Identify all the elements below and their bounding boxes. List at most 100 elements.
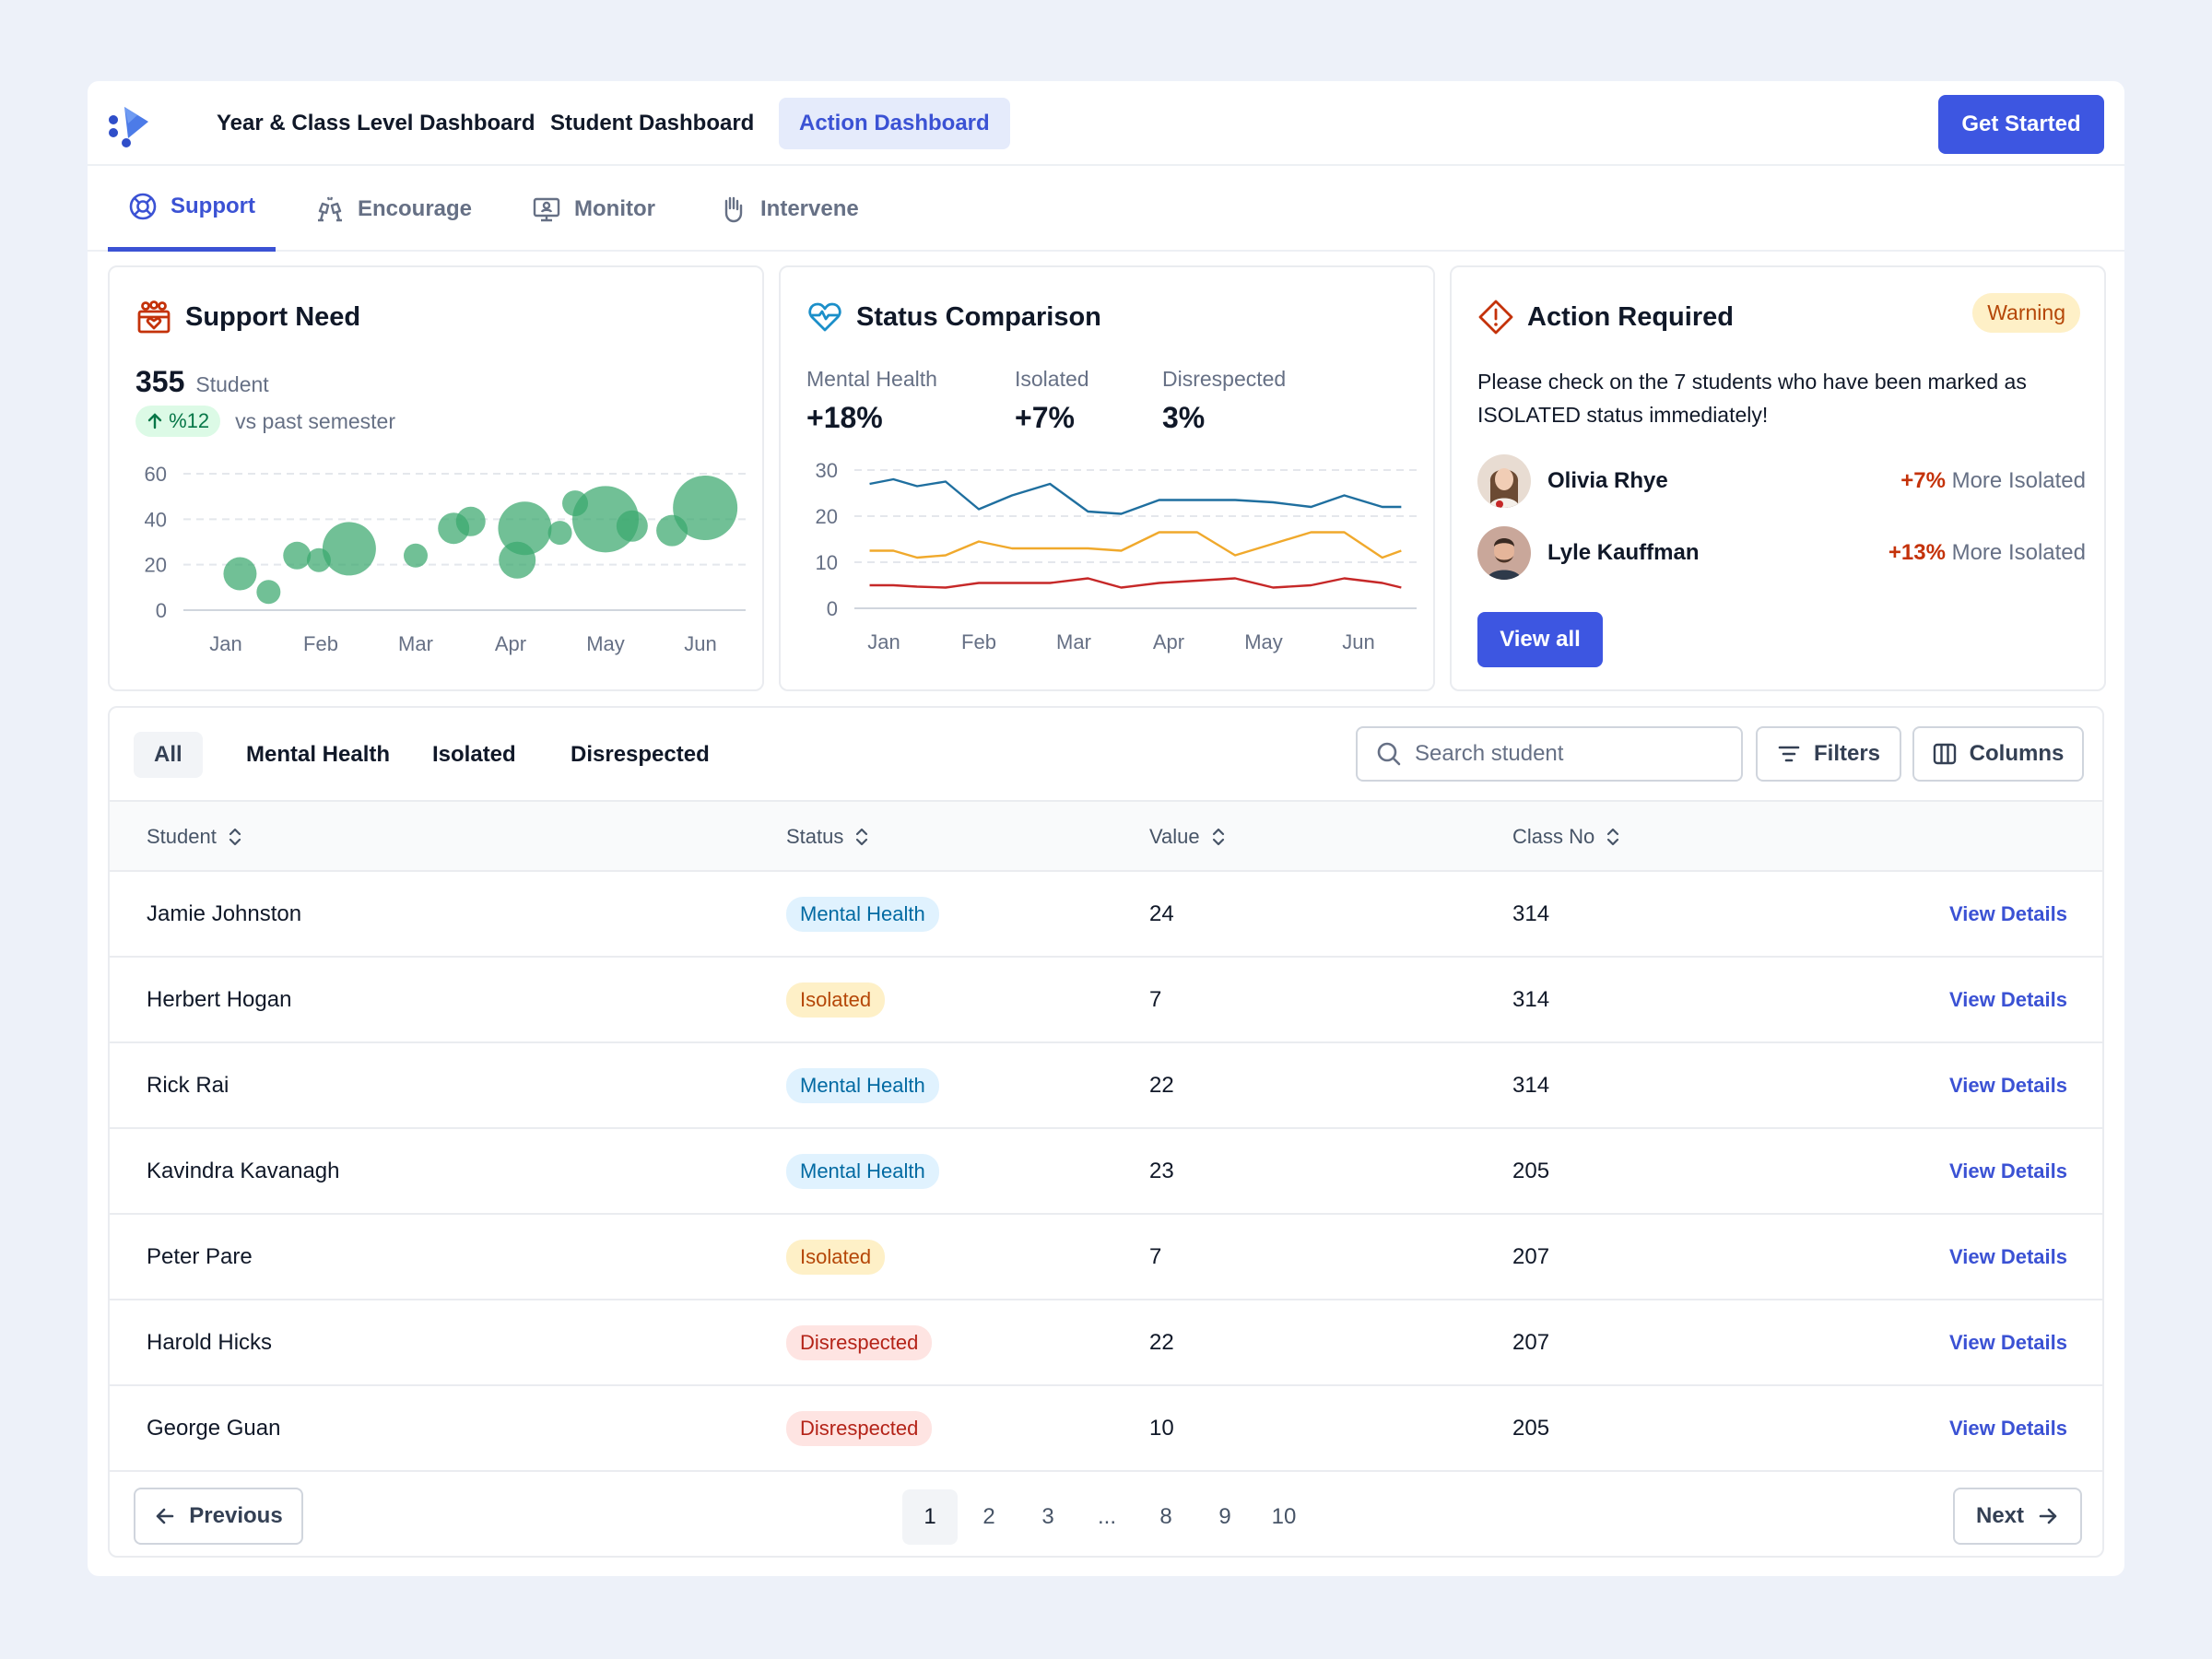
x-tick-label: May	[586, 632, 625, 655]
status-comparison-title: Status Comparison	[806, 299, 1101, 335]
gift-heart-icon	[137, 300, 171, 334]
monitor-icon	[533, 197, 560, 221]
previous-page-button[interactable]: Previous	[134, 1488, 303, 1545]
filters-button[interactable]: Filters	[1756, 726, 1901, 782]
warning-badge: Warning	[1972, 293, 2080, 333]
subtab-intervene[interactable]: Intervene	[698, 166, 879, 252]
stat-label: Isolated	[1015, 367, 1089, 391]
next-page-button[interactable]: Next	[1953, 1488, 2082, 1545]
column-header-value[interactable]: Value	[1149, 802, 1226, 872]
page-number-10[interactable]: 10	[1271, 1504, 1297, 1529]
column-header-label: Status	[786, 825, 844, 848]
table-row: Rick Rai Mental Health 22 314 View Detai…	[110, 1043, 2102, 1129]
stat-isolated: Isolated +7%	[1015, 367, 1089, 435]
nav-tab-student[interactable]: Student Dashboard	[550, 111, 755, 135]
subtab-monitor[interactable]: Monitor	[512, 166, 676, 252]
status-line-chart: 0 10 20 30 Jan Feb Mar Apr May Jun	[816, 459, 1417, 653]
value-cell: 23	[1149, 1158, 1174, 1183]
status-badge: Mental Health	[786, 1067, 939, 1103]
delta-badge: %12	[135, 406, 221, 437]
table-row: Jamie Johnston Mental Health 24 314 View…	[110, 872, 2102, 958]
flagged-student-delta: +13% More Isolated	[1888, 540, 2086, 566]
x-tick-label: Apr	[1153, 630, 1184, 653]
stat-label: Disrespected	[1162, 367, 1287, 391]
series-line-3	[869, 577, 1402, 589]
status-cell: Mental Health	[786, 1129, 939, 1213]
search-icon	[1377, 742, 1401, 766]
columns-icon	[1933, 743, 1956, 765]
bubble-point	[673, 476, 738, 540]
page-number-1[interactable]: 1	[902, 1489, 958, 1545]
search-input[interactable]	[1415, 741, 1728, 767]
flagged-student-lyle[interactable]: Lyle Kauffman +13% More Isolated	[1477, 525, 2086, 581]
status-cell: Disrespected	[786, 1386, 933, 1470]
view-details-cell: View Details	[1949, 1043, 2067, 1127]
view-details-link[interactable]: View Details	[1949, 1330, 2067, 1354]
view-details-cell: View Details	[1949, 1215, 2067, 1299]
filter-tab-all[interactable]: All	[134, 732, 203, 778]
nav-tab-year-class[interactable]: Year & Class Level Dashboard	[217, 111, 535, 135]
subtab-support[interactable]: Support	[108, 166, 276, 252]
dashboard-frame: Year & Class Level Dashboard Student Das…	[88, 81, 2124, 1576]
arrow-up-icon	[147, 413, 162, 429]
y-tick-label: 20	[816, 505, 838, 528]
class-no-cell: 314	[1512, 1072, 1550, 1098]
avatar	[1477, 454, 1531, 508]
stat-mental-health: Mental Health +18%	[806, 367, 937, 435]
nav-tab-action[interactable]: Action Dashboard	[779, 98, 1010, 149]
view-details-link[interactable]: View Details	[1949, 1159, 2067, 1182]
app-logo-icon[interactable]	[108, 101, 152, 147]
filter-tab-isolated[interactable]: Isolated	[432, 742, 516, 767]
delta-value: %12	[169, 409, 210, 432]
column-header-status[interactable]: Status	[786, 802, 869, 872]
delta-note: More Isolated	[1951, 540, 2086, 565]
page-number-8[interactable]: 8	[1159, 1504, 1172, 1529]
support-bubble-chart: 0 20 40 60 Jan Feb Mar Apr May Jun	[145, 463, 746, 655]
action-message: Please check on the 7 students who have …	[1477, 370, 2027, 427]
class-no-cell: 207	[1512, 1329, 1550, 1355]
view-details-link[interactable]: View Details	[1949, 987, 2067, 1011]
filter-tab-mental-health[interactable]: Mental Health	[246, 742, 391, 767]
column-header-class-no[interactable]: Class No	[1512, 802, 1620, 872]
get-started-button[interactable]: Get Started	[1938, 95, 2104, 154]
view-all-button[interactable]: View all	[1477, 612, 1603, 667]
series-line-1	[869, 477, 1402, 515]
class-no-cell: 205	[1512, 1415, 1550, 1441]
y-tick-label: 40	[145, 508, 167, 531]
view-details-cell: View Details	[1949, 872, 2067, 956]
columns-button[interactable]: Columns	[1912, 726, 2084, 782]
view-details-cell: View Details	[1949, 1300, 2067, 1384]
status-comparison-card: Status Comparison Mental Health +18% Iso…	[779, 265, 1435, 691]
delta-amount: +13%	[1888, 540, 1946, 565]
subtab-encourage[interactable]: Encourage	[295, 166, 492, 252]
value-cell: 22	[1149, 1072, 1174, 1098]
value-cell: 7	[1149, 1243, 1162, 1269]
status-cell: Isolated	[786, 958, 886, 1041]
subtab-intervene-label: Intervene	[760, 195, 859, 221]
y-tick-label: 60	[145, 463, 167, 486]
page-number-2[interactable]: 2	[982, 1504, 995, 1529]
arrow-left-icon	[156, 1508, 174, 1524]
bubble-point	[616, 510, 648, 542]
value-cell: 10	[1149, 1415, 1174, 1441]
column-header-student[interactable]: Student	[147, 802, 242, 872]
previous-label: Previous	[189, 1503, 283, 1528]
x-tick-label: Apr	[495, 632, 526, 655]
stat-value: 3%	[1162, 401, 1206, 434]
student-name-cell: Herbert Hogan	[147, 986, 292, 1012]
support-need-title-text: Support Need	[185, 301, 361, 332]
support-need-title: Support Need	[135, 299, 360, 335]
y-tick-label: 0	[156, 599, 167, 622]
page-number-3[interactable]: 3	[1041, 1504, 1054, 1529]
filter-tab-disrespected[interactable]: Disrespected	[571, 742, 710, 767]
view-details-link[interactable]: View Details	[1949, 1073, 2067, 1097]
view-details-link[interactable]: View Details	[1949, 901, 2067, 925]
flagged-student-olivia[interactable]: Olivia Rhye +7% More Isolated	[1477, 453, 2086, 509]
page-number-9[interactable]: 9	[1218, 1504, 1231, 1529]
status-comparison-title-text: Status Comparison	[856, 301, 1101, 332]
view-details-link[interactable]: View Details	[1949, 1416, 2067, 1440]
semester-delta: %12 vs past semester	[135, 406, 395, 437]
action-required-card: Action Required Warning Please check on …	[1450, 265, 2106, 691]
sort-icon	[1607, 828, 1619, 846]
view-details-link[interactable]: View Details	[1949, 1244, 2067, 1268]
